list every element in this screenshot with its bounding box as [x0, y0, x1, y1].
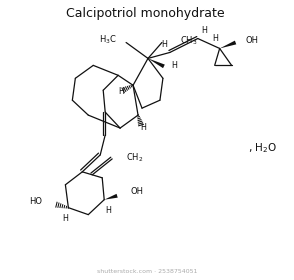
Text: H: H — [105, 206, 111, 215]
Text: OH: OH — [245, 36, 258, 45]
Text: H: H — [140, 123, 146, 132]
Text: H: H — [62, 214, 68, 223]
Text: H: H — [201, 26, 207, 35]
Polygon shape — [148, 59, 165, 68]
Polygon shape — [220, 41, 236, 48]
Polygon shape — [104, 194, 118, 200]
Text: OH: OH — [130, 187, 143, 196]
Text: CH$_3$: CH$_3$ — [180, 34, 197, 47]
Text: H: H — [118, 87, 124, 96]
Text: H: H — [171, 61, 177, 70]
Text: H: H — [161, 40, 167, 49]
Text: H: H — [213, 34, 219, 43]
Text: H$_3$C: H$_3$C — [99, 33, 117, 46]
Text: CH$_2$: CH$_2$ — [126, 152, 143, 164]
Text: , H$_2$O: , H$_2$O — [248, 141, 277, 155]
Text: Calcipotriol monohydrate: Calcipotriol monohydrate — [66, 7, 224, 20]
Text: HO: HO — [29, 197, 43, 206]
Text: shutterstock.com · 2538754051: shutterstock.com · 2538754051 — [97, 269, 197, 274]
